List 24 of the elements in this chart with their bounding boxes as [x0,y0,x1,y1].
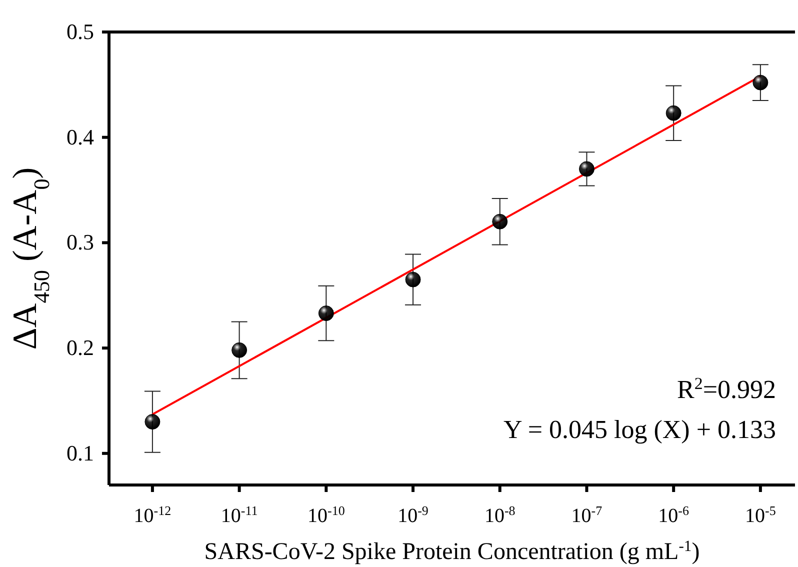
x-tick-label: 10$^{-11}$ [220,502,258,527]
x-tick-label: 10$^{-12}$ [134,502,172,527]
annotation: Y = 0.045 log (X) + 0.133 [504,415,776,444]
point [492,214,508,230]
point [144,414,160,430]
annotation: R$^{2}$=0.992 [677,374,776,404]
y-tick-label: 0.2 [66,335,94,360]
y-tick-label: 0.3 [66,230,94,255]
x-tick-label: 10$^{-6}$ [658,502,690,527]
point [752,74,768,90]
x-tick-label: 10$^{-5}$ [745,502,776,527]
y-tick-label: 0.5 [66,19,94,44]
x-tick-label: 10$^{-8}$ [484,502,516,527]
point [405,272,421,288]
y-tick-label: 0.1 [66,440,94,466]
point [232,342,248,358]
x-tick-label: 10$^{-10}$ [307,502,345,527]
point [318,306,334,322]
x-tick-label: 10$^{-9}$ [398,502,428,527]
x-tick-label: 10$^{-7}$ [571,502,603,527]
point [666,105,682,121]
y-tick-label: 0.4 [66,124,94,150]
point [578,161,594,177]
x-axis-title: SARS-CoV-2 Spike Protein Concentration (g mL$^{-1}$) [204,538,700,565]
